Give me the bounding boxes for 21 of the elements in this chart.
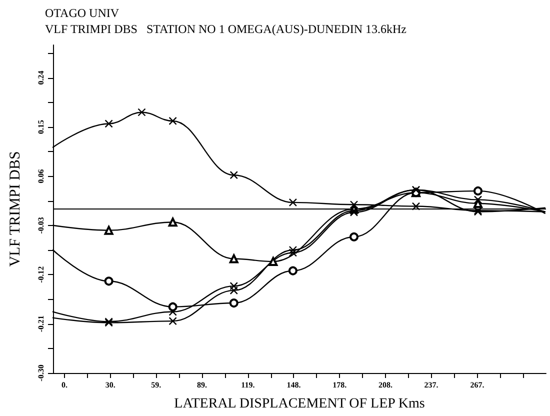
x-tick-label: 148. [286, 380, 301, 390]
y-tick-label: 0.15 [36, 120, 46, 134]
y-tick-label: -0.03 [36, 217, 46, 234]
x-tick-label: 59. [151, 380, 162, 390]
x-tick-label: 89. [197, 380, 208, 390]
x-tick-label: 208. [378, 380, 393, 390]
x-tick-label: 267. [470, 380, 484, 390]
chart-subtitle: VLF TRIMPI DBS STATION NO 1 OMEGA(AUS)-DUNEDIN 13.6kHz [45, 22, 406, 36]
y-tick-label: 0.06 [36, 169, 46, 184]
chart-title: OTAGO UNIV [45, 6, 120, 20]
x-tick-label: 30. [105, 380, 116, 390]
y-tick-label: -0.30 [36, 364, 46, 382]
y-axis-title: VLF TRIMPI DBS [8, 151, 24, 267]
y-tick-label: -0.21 [36, 315, 46, 332]
x-axis-title: LATERAL DISPLACEMENT OF LEP Kms [174, 396, 425, 412]
y-tick-label: -0.12 [36, 266, 46, 283]
x-tick-label: 237. [424, 380, 438, 390]
x-tick-label: 119. [241, 380, 255, 390]
x-tick-label: 0. [61, 380, 68, 390]
y-tick-label: 0.24 [36, 70, 46, 85]
x-tick-label: 178. [332, 380, 347, 390]
